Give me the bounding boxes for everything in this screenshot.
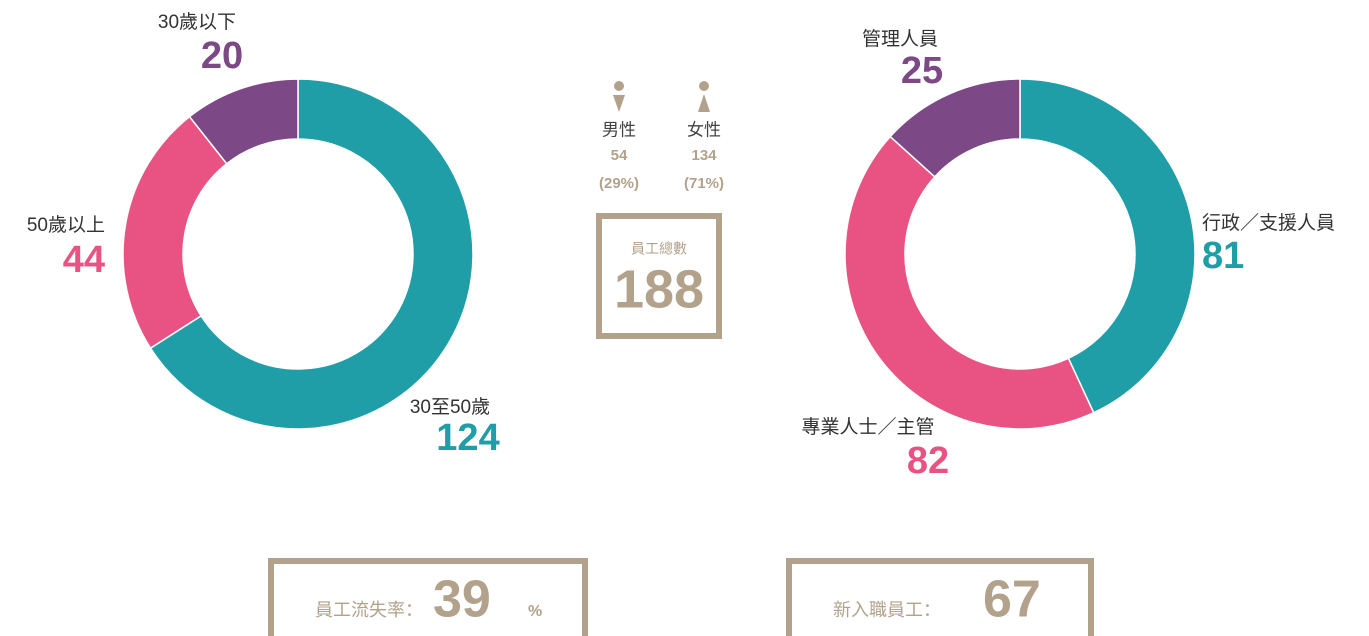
turnover-box — [268, 558, 588, 636]
slice-value: 81 — [1202, 235, 1244, 277]
slice-label: 專業人士／主管 — [801, 416, 934, 438]
new-hires-value: 67 — [983, 571, 1041, 629]
turnover-label: 員工流失率： — [315, 600, 423, 620]
gender-count: 134 — [691, 147, 717, 164]
male-icon — [613, 95, 625, 112]
total-box — [596, 213, 722, 339]
new-hires-label: 新入職員工： — [833, 600, 941, 620]
slice-value: 20 — [201, 35, 243, 77]
gender-share: (29%) — [599, 175, 639, 192]
female-icon — [698, 94, 710, 112]
slice-value: 82 — [907, 440, 949, 482]
slice-value: 44 — [63, 239, 105, 281]
slice-label: 50歲以上 — [27, 214, 105, 236]
slice-value: 25 — [901, 50, 943, 92]
slice-label: 30歲以下 — [158, 11, 236, 33]
female-icon — [699, 81, 709, 91]
total-label: 員工總數 — [631, 241, 687, 257]
donut-slice — [844, 135, 1095, 430]
donut-slice — [188, 78, 299, 165]
new-hires-box — [786, 558, 1094, 636]
gender-share: (71%) — [684, 175, 724, 192]
donut-slice — [889, 78, 1021, 178]
donut-slice — [122, 115, 228, 350]
gender-count: 54 — [611, 147, 628, 164]
slice-value: 124 — [436, 417, 499, 459]
gender-label: 女性 — [687, 120, 721, 139]
slice-label: 行政／支援人員 — [1202, 212, 1335, 234]
total-value: 188 — [614, 259, 704, 319]
gender: 男性 54 (29%) 女性 134 (71%) — [599, 81, 724, 192]
donut-slice — [149, 78, 474, 430]
slice-label: 30至50歲 — [410, 396, 490, 418]
donut-slice — [1019, 78, 1196, 414]
gender-label: 男性 — [602, 120, 636, 139]
slice-label: 管理人員 — [862, 28, 938, 50]
turnover-unit: % — [528, 603, 542, 620]
turnover-value: 39 — [433, 571, 491, 629]
male-icon — [614, 81, 624, 91]
